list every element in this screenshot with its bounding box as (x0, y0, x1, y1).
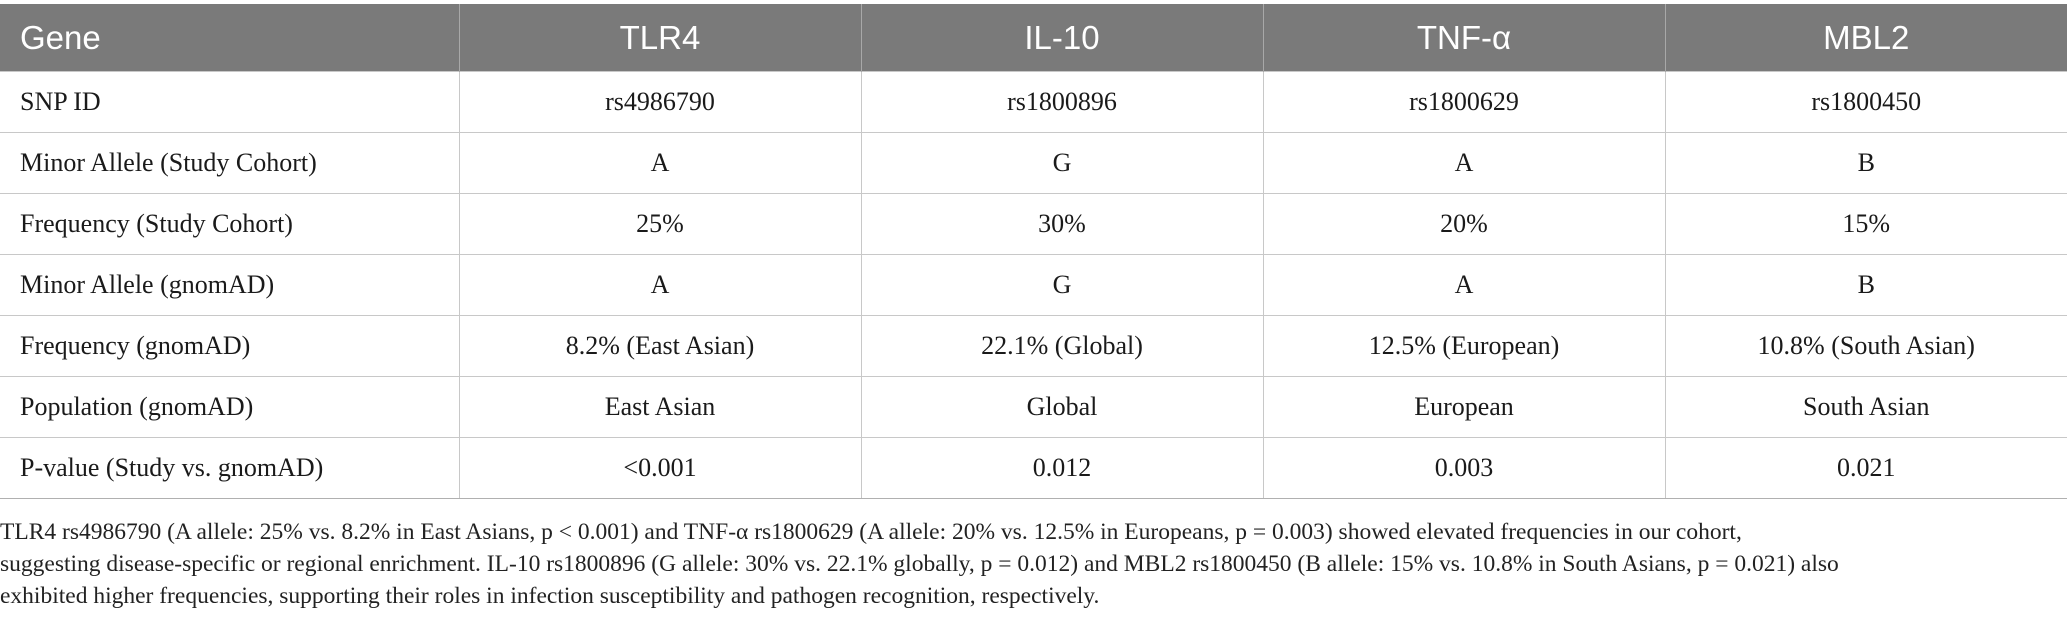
cell-mbl2: 15% (1664, 193, 2067, 255)
cell-mbl2: B (1664, 132, 2067, 194)
footnote-line: suggesting disease-specific or regional … (0, 551, 1839, 577)
cell-il10: 0.012 (860, 437, 1263, 499)
table-row-minor-allele-study: Minor Allele (Study Cohort) A G A B (0, 132, 2067, 194)
cell-tlr4: A (458, 132, 861, 194)
row-label: Frequency (gnomAD) (0, 315, 459, 377)
cell-mbl2: South Asian (1664, 376, 2067, 438)
header-row: Gene TLR4 IL-10 TNF-α MBL2 (0, 4, 2067, 72)
cell-il10: 22.1% (Global) (860, 315, 1263, 377)
cell-tlr4: A (458, 254, 861, 316)
snp-comparison-table-container: Gene TLR4 IL-10 TNF-α MBL2 SNP ID rs4986… (0, 4, 2067, 499)
row-label: P-value (Study vs. gnomAD) (0, 437, 459, 499)
row-label: Population (gnomAD) (0, 376, 459, 438)
table-row-frequency-study: Frequency (Study Cohort) 25% 30% 20% 15% (0, 193, 2067, 255)
cell-tnf-alpha: A (1262, 254, 1665, 316)
table-row-minor-allele-gnomad: Minor Allele (gnomAD) A G A B (0, 254, 2067, 316)
cell-mbl2: 10.8% (South Asian) (1664, 315, 2067, 377)
header-mbl2: MBL2 (1664, 4, 2067, 72)
table-row-p-value: P-value (Study vs. gnomAD) <0.001 0.012 … (0, 437, 2067, 499)
cell-tnf-alpha: 0.003 (1262, 437, 1665, 499)
cell-tnf-alpha: rs1800629 (1262, 71, 1665, 133)
cell-mbl2: rs1800450 (1664, 71, 2067, 133)
cell-mbl2: B (1664, 254, 2067, 316)
row-label: Frequency (Study Cohort) (0, 193, 459, 255)
cell-tlr4: 8.2% (East Asian) (458, 315, 861, 377)
header-il10: IL-10 (860, 4, 1263, 72)
footnote-line: exhibited higher frequencies, supporting… (0, 583, 1100, 609)
header-tnf-alpha: TNF-α (1262, 4, 1665, 72)
cell-tlr4: 25% (458, 193, 861, 255)
row-label: SNP ID (0, 71, 459, 133)
cell-tnf-alpha: 12.5% (European) (1262, 315, 1665, 377)
cell-il10: G (860, 254, 1263, 316)
table-row-population-gnomad: Population (gnomAD) East Asian Global Eu… (0, 376, 2067, 438)
cell-il10: Global (860, 376, 1263, 438)
table-body: SNP ID rs4986790 rs1800896 rs1800629 rs1… (0, 71, 2067, 499)
row-label: Minor Allele (gnomAD) (0, 254, 459, 316)
table-footnote: TLR4 rs4986790 (A allele: 25% vs. 8.2% i… (0, 516, 2040, 612)
cell-mbl2: 0.021 (1664, 437, 2067, 499)
cell-tnf-alpha: 20% (1262, 193, 1665, 255)
table-header: Gene TLR4 IL-10 TNF-α MBL2 (0, 4, 2067, 72)
cell-il10: 30% (860, 193, 1263, 255)
table-row-frequency-gnomad: Frequency (gnomAD) 8.2% (East Asian) 22.… (0, 315, 2067, 377)
cell-il10: G (860, 132, 1263, 194)
cell-tlr4: East Asian (458, 376, 861, 438)
table-row-snp-id: SNP ID rs4986790 rs1800896 rs1800629 rs1… (0, 71, 2067, 133)
header-tlr4: TLR4 (458, 4, 861, 72)
header-gene: Gene (0, 4, 459, 72)
cell-il10: rs1800896 (860, 71, 1263, 133)
cell-tnf-alpha: A (1262, 132, 1665, 194)
row-label: Minor Allele (Study Cohort) (0, 132, 459, 194)
cell-tlr4: <0.001 (458, 437, 861, 499)
cell-tnf-alpha: European (1262, 376, 1665, 438)
footnote-line: TLR4 rs4986790 (A allele: 25% vs. 8.2% i… (0, 519, 1742, 545)
snp-comparison-table: Gene TLR4 IL-10 TNF-α MBL2 SNP ID rs4986… (0, 4, 2067, 499)
cell-tlr4: rs4986790 (458, 71, 861, 133)
